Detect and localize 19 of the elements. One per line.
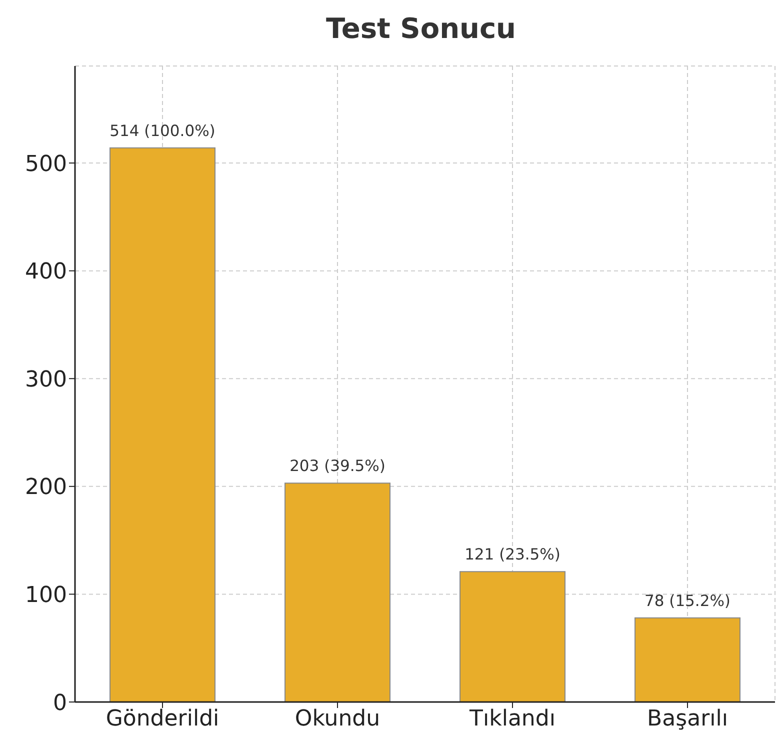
data-label: 121 (23.5%) bbox=[464, 546, 560, 564]
data-label: 78 (15.2%) bbox=[644, 592, 730, 610]
y-tick-label: 0 bbox=[53, 690, 67, 716]
y-tick-label: 500 bbox=[25, 152, 67, 177]
x-tick-label: Gönderildi bbox=[106, 706, 220, 732]
x-tick-label: Başarılı bbox=[647, 706, 728, 732]
chart-title: Test Sonucu bbox=[325, 12, 517, 45]
bar bbox=[284, 482, 390, 702]
data-label: 514 (100.0%) bbox=[110, 122, 216, 140]
x-tick-label: Tıklandı bbox=[468, 706, 556, 732]
bar bbox=[460, 571, 566, 702]
data-label: 203 (39.5%) bbox=[290, 457, 386, 476]
x-tick-label: Okundu bbox=[294, 706, 380, 732]
y-tick-label: 200 bbox=[25, 475, 67, 500]
y-tick-label: 300 bbox=[25, 367, 67, 392]
y-tick-label: 400 bbox=[25, 260, 67, 285]
bar bbox=[634, 617, 740, 702]
y-tick-label: 100 bbox=[25, 583, 67, 608]
bar bbox=[110, 147, 216, 702]
